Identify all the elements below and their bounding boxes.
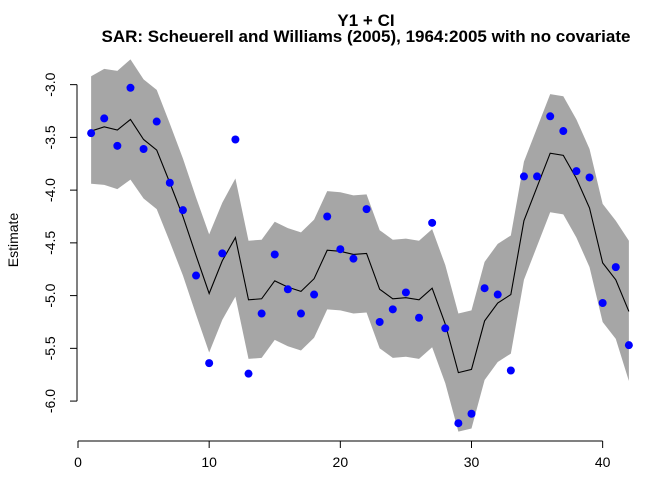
x-tick-label: 0: [74, 454, 82, 470]
y-tick-label: -5.0: [42, 283, 58, 307]
observation-points-layer: [87, 83, 633, 428]
observation-point: [428, 218, 437, 227]
observation-point: [244, 369, 253, 378]
observation-point: [401, 288, 410, 297]
observation-point: [506, 366, 515, 375]
observation-point: [388, 305, 397, 314]
observation-point: [152, 117, 161, 126]
observation-point: [467, 409, 476, 418]
axes-layer: 0 10 20 30 40 -6.0 -5.5 -5.0 -4.5 -4.0 -3.5 -3.0: [42, 72, 611, 470]
observation-point: [585, 173, 594, 182]
observation-point: [126, 83, 135, 92]
y-tick-label: -3.0: [42, 72, 58, 96]
observation-point: [519, 172, 528, 181]
observation-point: [336, 245, 345, 254]
x-tick-label: 30: [464, 454, 480, 470]
chart-title: Y1 + CI: [337, 11, 394, 30]
observation-point: [283, 285, 292, 294]
observation-point: [559, 127, 568, 136]
y-tick-label: -3.5: [42, 125, 58, 149]
observation-point: [100, 114, 109, 123]
ci-band-layer: [91, 59, 629, 432]
observation-point: [231, 135, 240, 144]
ci-band: [91, 59, 629, 432]
observation-point: [441, 324, 450, 333]
observation-point: [218, 249, 227, 258]
observation-point: [113, 141, 122, 150]
observation-point: [493, 290, 502, 299]
observation-point: [270, 250, 279, 259]
y-tick-label: -6.0: [42, 389, 58, 413]
observation-point: [257, 309, 266, 318]
chart-subtitle: SAR: Scheuerell and Williams (2005), 196…: [102, 27, 631, 46]
observation-point: [480, 284, 489, 293]
observation-point: [323, 212, 332, 221]
observation-point: [624, 341, 633, 350]
observation-point: [349, 254, 358, 263]
y-tick-label: -4.0: [42, 178, 58, 202]
y-tick-label: -5.5: [42, 336, 58, 360]
x-tick-label: 20: [333, 454, 349, 470]
observation-point: [572, 167, 581, 176]
observation-point: [192, 271, 201, 280]
observation-point: [87, 129, 96, 138]
y-axis-label: Estimate: [5, 213, 21, 268]
x-tick-label: 40: [595, 454, 611, 470]
x-tick-label: 10: [201, 454, 217, 470]
observation-point: [296, 309, 305, 318]
y-tick-label: -4.5: [42, 231, 58, 255]
observation-point: [165, 178, 174, 187]
observation-point: [362, 205, 371, 214]
observation-point: [375, 317, 384, 326]
observation-point: [546, 112, 555, 121]
observation-point: [454, 419, 463, 428]
observation-point: [415, 313, 424, 322]
observation-point: [611, 263, 620, 272]
observation-point: [178, 206, 187, 215]
observation-point: [205, 359, 214, 368]
observation-point: [310, 290, 319, 299]
observation-point: [598, 298, 607, 307]
observation-point: [139, 144, 148, 153]
observation-point: [533, 172, 542, 181]
